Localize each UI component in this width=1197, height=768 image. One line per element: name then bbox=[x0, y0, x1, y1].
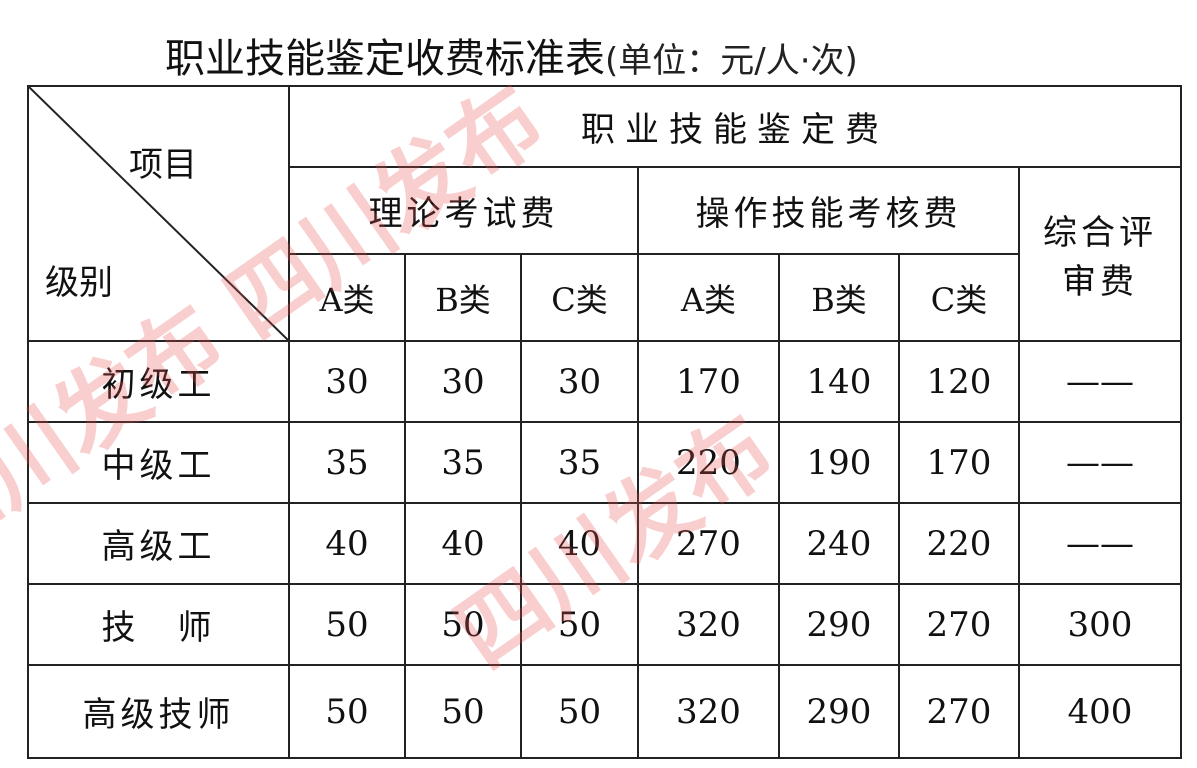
row-label: 技 师 bbox=[27, 583, 290, 666]
fee-cell: 35 bbox=[288, 421, 406, 504]
fee-cell: 120 bbox=[898, 340, 1020, 423]
fee-cell: —— bbox=[1018, 421, 1182, 504]
header-review: 综合评审费 bbox=[1018, 166, 1182, 342]
unit-note: (单位：元/人·次) bbox=[605, 41, 858, 81]
class-header: B类 bbox=[778, 253, 900, 342]
fee-cell: 35 bbox=[520, 421, 639, 504]
fee-cell: 290 bbox=[778, 664, 900, 759]
fee-cell: 270 bbox=[637, 502, 780, 585]
fee-cell: 270 bbox=[898, 664, 1020, 759]
fee-cell: —— bbox=[1018, 502, 1182, 585]
fee-cell: 50 bbox=[520, 583, 639, 666]
class-header: C类 bbox=[898, 253, 1020, 342]
fee-cell: 30 bbox=[288, 340, 406, 423]
fee-cell: 40 bbox=[288, 502, 406, 585]
fee-cell: 50 bbox=[520, 664, 639, 759]
fee-cell: 270 bbox=[898, 583, 1020, 666]
row-label: 高级技师 bbox=[27, 664, 290, 759]
fee-cell: 320 bbox=[637, 583, 780, 666]
page-title: 职业技能鉴定收费标准表(单位：元/人·次) bbox=[165, 26, 858, 84]
fee-cell: 320 bbox=[637, 664, 780, 759]
fee-cell: 50 bbox=[288, 583, 406, 666]
fee-cell: 290 bbox=[778, 583, 900, 666]
fee-cell: 50 bbox=[288, 664, 406, 759]
fee-cell: —— bbox=[1018, 340, 1182, 423]
fee-cell: 190 bbox=[778, 421, 900, 504]
fee-cell: 50 bbox=[404, 583, 522, 666]
diagonal-line bbox=[29, 87, 290, 342]
table-row: 高级工 40 40 40 270 240 220 —— bbox=[27, 502, 1182, 585]
fee-cell: 140 bbox=[778, 340, 900, 423]
table-row: 高级技师 50 50 50 320 290 270 400 bbox=[27, 664, 1182, 759]
fee-cell: 220 bbox=[637, 421, 780, 504]
class-header: B类 bbox=[404, 253, 522, 342]
corner-level-label: 级别 bbox=[45, 263, 113, 303]
fee-cell: 220 bbox=[898, 502, 1020, 585]
fee-cell: 400 bbox=[1018, 664, 1182, 759]
row-label: 高级工 bbox=[27, 502, 290, 585]
fee-cell: 40 bbox=[520, 502, 639, 585]
fee-cell: 170 bbox=[898, 421, 1020, 504]
corner-cell: 项目 级别 bbox=[27, 85, 290, 342]
table-row: 中级工 35 35 35 220 190 170 —— bbox=[27, 421, 1182, 504]
class-header: A类 bbox=[637, 253, 780, 342]
header-practical: 操作技能考核费 bbox=[637, 166, 1020, 255]
fee-cell: 240 bbox=[778, 502, 900, 585]
fee-cell: 300 bbox=[1018, 583, 1182, 666]
table-row: 初级工 30 30 30 170 140 120 —— bbox=[27, 340, 1182, 423]
fee-table: 项目 级别 职业技能鉴定费 理论考试费 操作技能考核费 综合评审费 A类 B类 C类… bbox=[27, 85, 1182, 759]
fee-cell: 30 bbox=[404, 340, 522, 423]
fee-cell: 35 bbox=[404, 421, 522, 504]
fee-cell: 50 bbox=[404, 664, 522, 759]
corner-item-label: 项目 bbox=[129, 145, 197, 185]
fee-cell: 170 bbox=[637, 340, 780, 423]
fee-cell: 40 bbox=[404, 502, 522, 585]
title-text: 职业技能鉴定收费标准表 bbox=[165, 36, 605, 82]
header-main: 职业技能鉴定费 bbox=[288, 85, 1182, 168]
class-header: C类 bbox=[520, 253, 639, 342]
fee-cell: 30 bbox=[520, 340, 639, 423]
table-row: 技 师 50 50 50 320 290 270 300 bbox=[27, 583, 1182, 666]
class-header: A类 bbox=[288, 253, 406, 342]
header-theory: 理论考试费 bbox=[288, 166, 639, 255]
row-label: 初级工 bbox=[27, 340, 290, 423]
row-label: 中级工 bbox=[27, 421, 290, 504]
